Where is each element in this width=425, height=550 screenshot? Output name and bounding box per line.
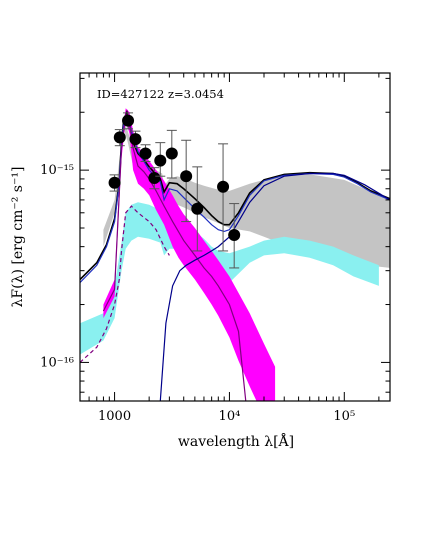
model-band-total-band <box>103 121 390 268</box>
y-axis-label: λF(λ) [erg cm⁻² s⁻¹] <box>10 167 26 308</box>
point-marker <box>122 114 135 127</box>
data-point <box>113 129 126 147</box>
data-point <box>108 174 121 192</box>
point-marker <box>139 147 152 160</box>
data-point <box>148 167 161 190</box>
point-marker <box>113 131 126 144</box>
point-marker <box>165 147 178 160</box>
x-tick-label: 10⁵ <box>333 409 355 424</box>
data-point <box>122 112 135 130</box>
point-marker <box>217 180 230 193</box>
data-point <box>228 203 241 269</box>
data-point <box>139 144 152 162</box>
point-marker <box>129 133 142 146</box>
data-point <box>154 142 167 177</box>
model-bands <box>80 108 390 401</box>
data-point <box>217 143 230 252</box>
source-annotation: ID=427122 z=3.0454 <box>97 87 224 101</box>
photometry-points <box>108 112 241 269</box>
x-tick-label: 1000 <box>98 409 131 424</box>
model-band-starburst-band <box>103 108 276 401</box>
point-marker <box>108 176 121 189</box>
y-tick-label: 10⁻¹⁶ <box>40 355 74 370</box>
model-line-starburst-line-dashed <box>80 205 170 363</box>
point-marker <box>180 170 193 183</box>
data-point <box>165 129 178 179</box>
x-axis-label: wavelength λ[Å] <box>178 432 294 450</box>
data-point <box>129 130 142 149</box>
axis-ticks: 1000 10⁴ 10⁵ 10⁻¹⁶ 10⁻¹⁵ <box>40 73 390 424</box>
point-marker <box>228 228 241 241</box>
point-marker <box>154 154 167 167</box>
point-marker <box>191 202 204 215</box>
data-point <box>180 139 193 223</box>
x-tick-label: 10⁴ <box>219 409 241 424</box>
data-point <box>191 166 204 252</box>
point-marker <box>148 172 161 185</box>
y-tick-label: 10⁻¹⁵ <box>40 163 74 178</box>
plot-frame <box>79 72 391 402</box>
